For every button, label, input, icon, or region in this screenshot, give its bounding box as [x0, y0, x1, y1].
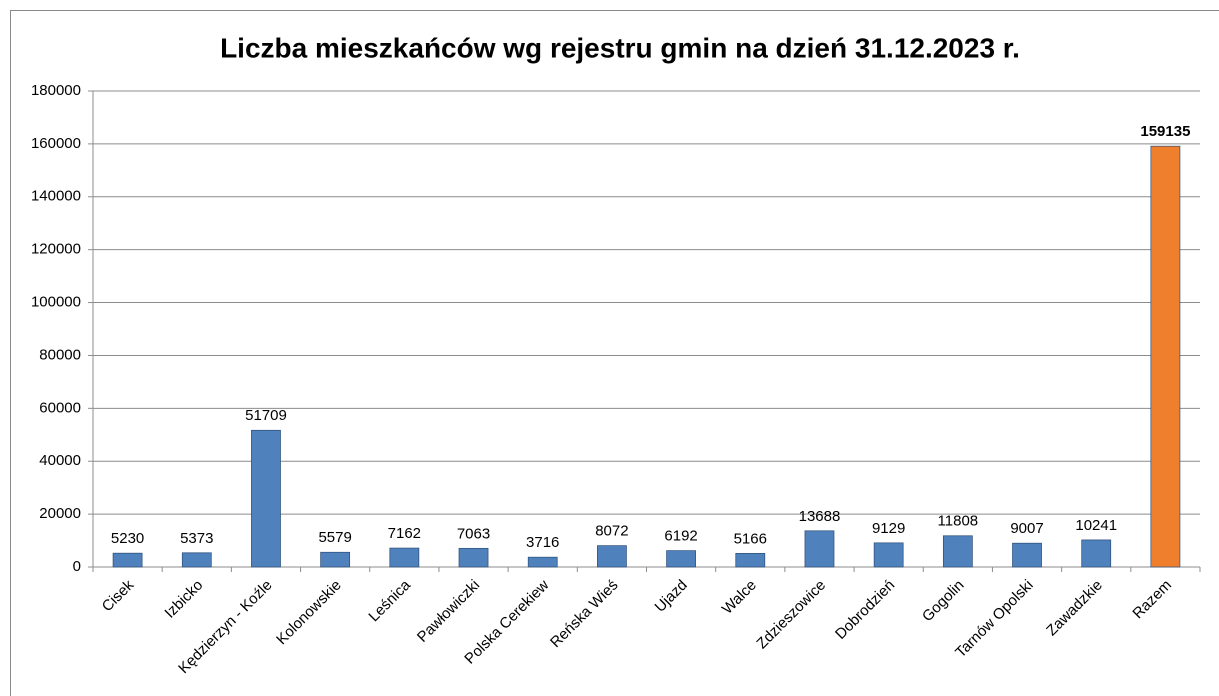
y-tick-label: 160000 — [31, 135, 81, 152]
y-tick-label: 140000 — [31, 188, 81, 205]
data-label: 8072 — [595, 523, 628, 540]
bar — [320, 551, 351, 568]
bar — [181, 552, 212, 568]
bar — [735, 552, 766, 568]
y-tick-label: 20000 — [39, 505, 81, 522]
data-label: 10241 — [1075, 517, 1117, 534]
bar — [389, 547, 420, 568]
bar — [804, 530, 835, 568]
bar — [1150, 145, 1181, 568]
data-label: 3716 — [526, 534, 559, 551]
data-label: 7063 — [457, 525, 490, 542]
data-label: 5579 — [318, 529, 351, 546]
bar — [251, 429, 281, 568]
data-label: 5373 — [180, 530, 213, 547]
chart-border — [10, 10, 1219, 696]
data-label: 13688 — [799, 508, 841, 525]
y-tick-label: 100000 — [31, 294, 81, 311]
data-label: 51709 — [245, 407, 287, 424]
data-label: 5230 — [111, 530, 144, 547]
data-label: 7162 — [388, 525, 421, 542]
y-tick-label: 120000 — [31, 241, 81, 258]
bar — [1012, 542, 1042, 568]
bar — [666, 550, 696, 568]
data-label: 5166 — [734, 530, 767, 547]
bar — [1081, 539, 1112, 568]
chart-title: Liczba mieszkańców wg rejestru gmin na d… — [220, 32, 1020, 63]
bar — [873, 542, 904, 568]
bar — [112, 552, 143, 568]
bar — [597, 545, 627, 568]
y-tick-label: 60000 — [39, 399, 81, 416]
data-label: 11808 — [938, 513, 979, 530]
bar — [458, 547, 489, 568]
y-tick-label: 80000 — [39, 346, 81, 363]
y-tick-label: 0 — [73, 558, 81, 575]
data-label: 6192 — [664, 528, 697, 545]
data-label: 9129 — [872, 520, 905, 537]
bar — [942, 535, 973, 568]
data-label: 9007 — [1010, 520, 1043, 537]
y-tick-label: 180000 — [31, 82, 81, 99]
bar — [527, 556, 558, 568]
y-tick-label: 40000 — [39, 452, 81, 469]
data-label: 159135 — [1140, 123, 1190, 140]
